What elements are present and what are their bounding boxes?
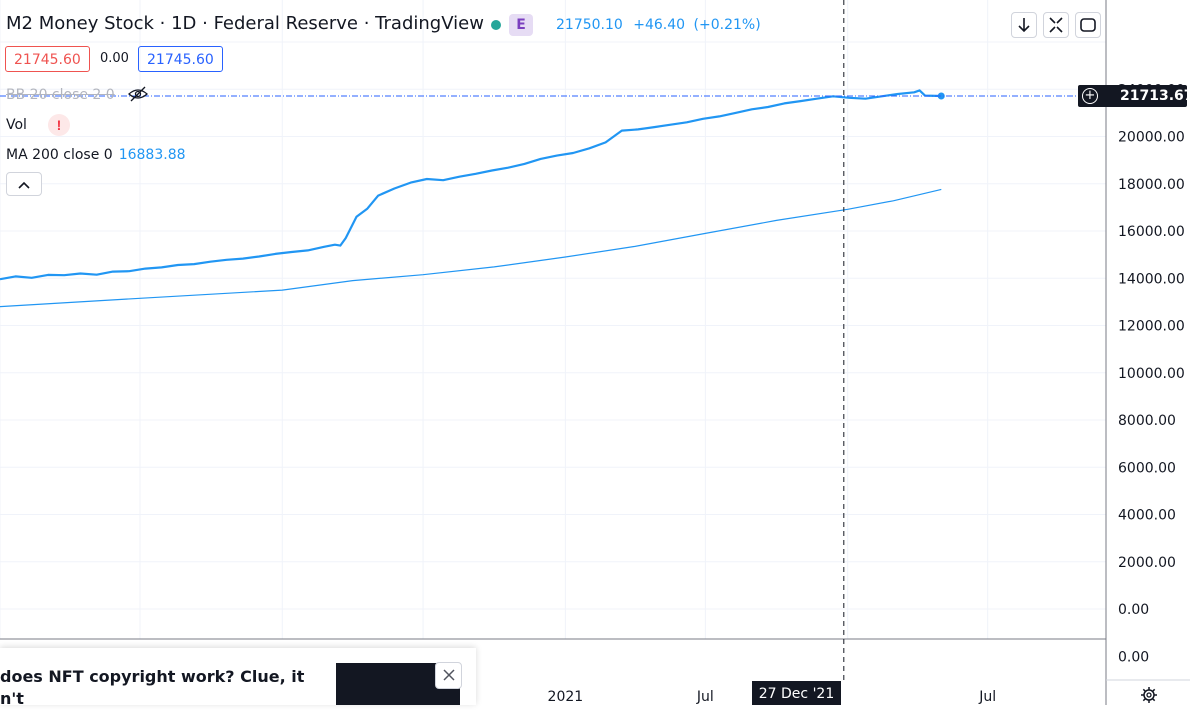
- y-tick-label-2: 4000.00: [1118, 508, 1176, 524]
- y-tick-label-5: 10000.00: [1118, 366, 1185, 382]
- axis-ticks: 0.00 2000.00 4000.00 6000.00 8000.00 10000.00…: [414, 82, 1185, 705]
- buy-button[interactable]: 21745.60: [138, 46, 223, 72]
- collapse-legend-button[interactable]: [6, 172, 42, 196]
- x-tick-label-3: Jul: [978, 689, 996, 705]
- header-price-group: 21750.10 +46.40 (+0.21%): [556, 17, 761, 33]
- warning-icon[interactable]: !: [48, 114, 70, 136]
- vol-indicator-label[interactable]: Vol: [6, 117, 27, 133]
- y-tick-label-0: 0.00: [1118, 602, 1149, 618]
- market-status-dot: [491, 20, 501, 30]
- news-headline[interactable]: does NFT copyright work? Clue, it n't: [0, 666, 304, 710]
- close-icon: [442, 669, 455, 681]
- fullscreen-button[interactable]: [1075, 12, 1101, 38]
- news-toast[interactable]: does NFT copyright work? Clue, it n't: [0, 648, 476, 708]
- chart-title: M2 Money Stock · 1D · Federal Reserve · …: [6, 13, 484, 34]
- fullscreen-icon: [1080, 18, 1096, 32]
- plus-icon[interactable]: +: [1082, 88, 1098, 104]
- last-price-tag[interactable]: + 21713.67: [1078, 85, 1190, 107]
- ma-label: MA 200 close 0: [6, 147, 113, 163]
- header-change-pct: (+0.21%): [693, 17, 761, 33]
- sell-button[interactable]: 21745.60: [5, 46, 90, 72]
- spread-value: 0.00: [100, 51, 129, 66]
- series-layer: [0, 89, 945, 308]
- y-tick-label-7: 14000.00: [1118, 271, 1185, 287]
- gear-icon[interactable]: [1140, 686, 1158, 704]
- last-point-marker: [937, 92, 945, 100]
- y-tick-label-10: 20000.00: [1118, 130, 1185, 146]
- y-tick-label-3: 6000.00: [1118, 460, 1176, 476]
- y-tick-label-volume: 0.00: [1118, 649, 1149, 665]
- eye-hidden-icon[interactable]: [128, 86, 148, 102]
- header-indicators: E: [487, 14, 539, 36]
- x-tick-label-1: 2021: [548, 689, 584, 705]
- last-price-value: 21713.67: [1120, 88, 1190, 104]
- y-tick-label-6: 12000.00: [1118, 319, 1185, 335]
- chevron-up-icon: [18, 181, 30, 189]
- earnings-badge[interactable]: E: [509, 14, 533, 36]
- grid-lines: [0, 0, 1106, 639]
- y-tick-label-8: 16000.00: [1118, 224, 1185, 240]
- scroll-down-button[interactable]: [1011, 12, 1037, 38]
- crosshair: [0, 0, 1106, 680]
- y-tick-label-4: 8000.00: [1118, 413, 1176, 429]
- close-news-button[interactable]: [435, 662, 462, 689]
- news-line-1: does NFT copyright work? Clue, it: [0, 667, 305, 686]
- y-tick-label-9: 18000.00: [1118, 177, 1185, 193]
- collapse-arrows-icon: [1049, 17, 1063, 33]
- crosshair-date-label: 27 Dec '21: [752, 681, 841, 705]
- ma-indicator-label[interactable]: MA 200 close 0 16883.88: [6, 147, 186, 163]
- news-line-2: n't: [0, 689, 24, 708]
- header-change: +46.40: [633, 17, 686, 33]
- series-line-0: [0, 89, 942, 281]
- x-tick-label-2: Jul: [696, 689, 714, 705]
- header-last-price: 21750.10: [556, 17, 623, 33]
- series-line-1: [0, 188, 942, 308]
- bb-indicator-label[interactable]: BB 20 close 2 0: [6, 87, 115, 103]
- y-tick-label-1: 2000.00: [1118, 555, 1176, 571]
- collapse-toolbar-button[interactable]: [1043, 12, 1069, 38]
- arrow-down-icon: [1018, 18, 1030, 33]
- ma-value: 16883.88: [118, 147, 186, 163]
